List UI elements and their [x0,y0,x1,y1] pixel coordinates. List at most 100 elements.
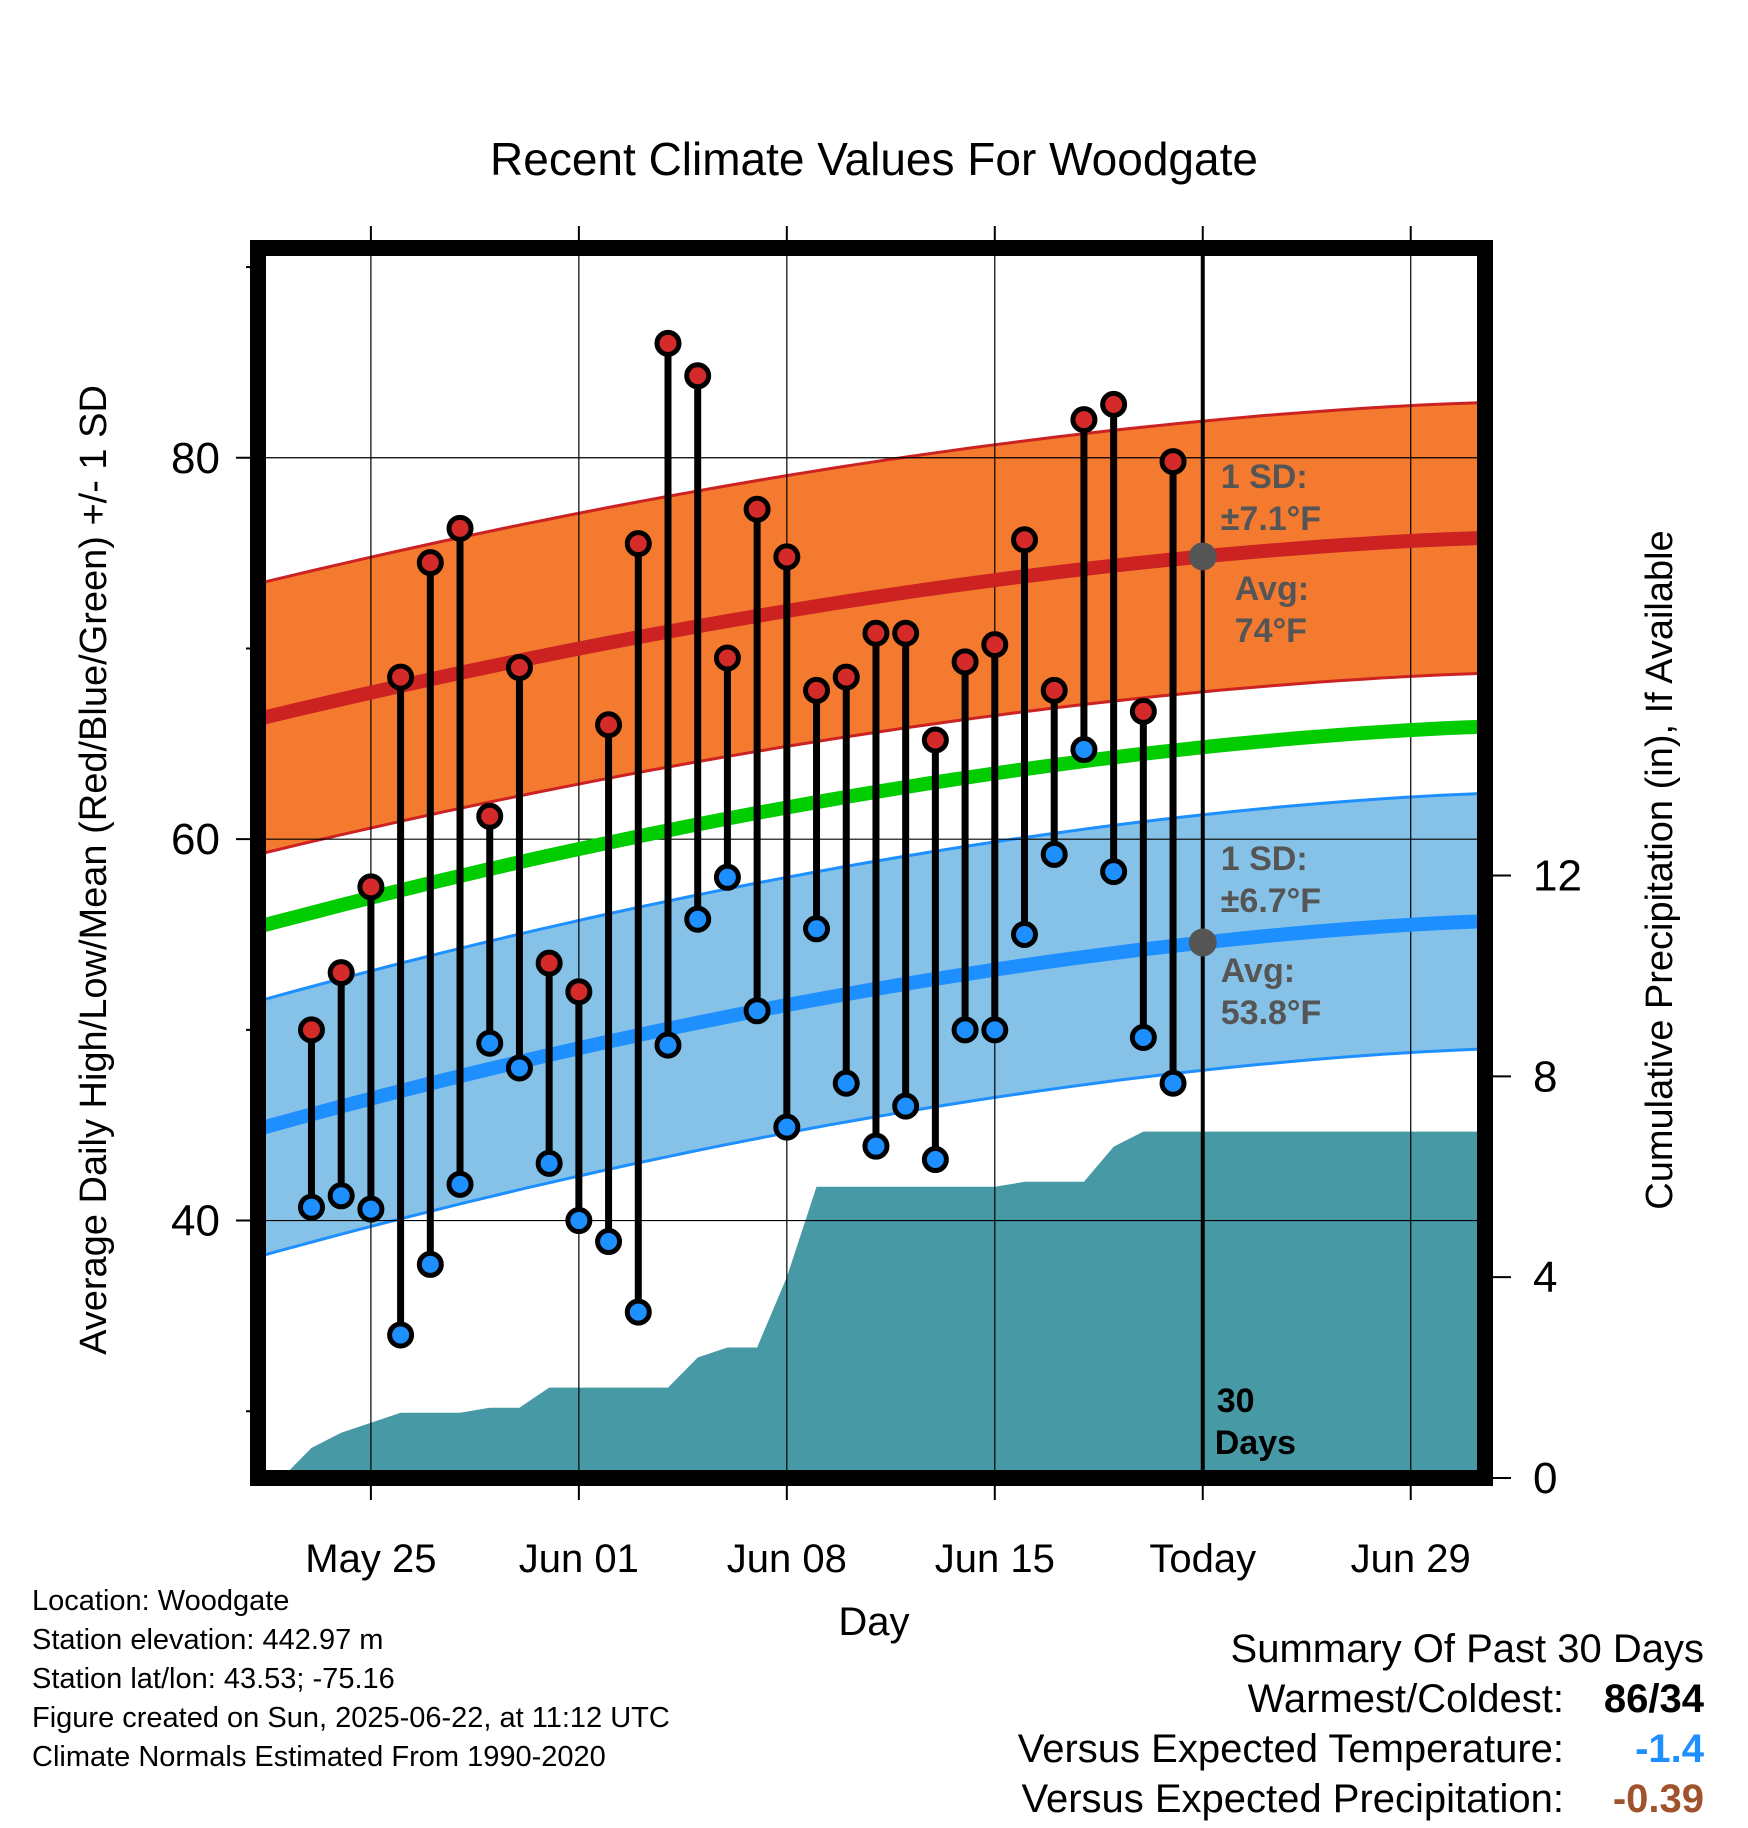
daily-high-point [654,329,682,357]
daily-low-point [921,1146,949,1174]
daily-high-point [505,654,533,682]
daily-high-point [1040,676,1068,704]
high-avg-value: 74°F [1235,612,1307,650]
daily-low-point [713,863,741,891]
x-axis-label: Day [838,1600,909,1644]
daily-high-point [416,549,444,577]
daily-high-point [862,619,890,647]
daily-low-point [357,1195,385,1223]
left-tick-label-0: 40 [171,1197,220,1246]
summary-temp-value: -1.4 [1635,1727,1704,1771]
chart-title: Recent Climate Values For Woodgate [490,133,1258,185]
daily-high-point [565,978,593,1006]
daily-high-point [297,1016,325,1044]
low-sd-label: 1 SD: [1221,840,1308,878]
plot-inner: 1 SD: ±7.1°F Avg: 74°F 1 SD: ±6.7°F Avg: 53.8°F… [258,248,1485,1478]
daily-high-point [832,663,860,691]
daily-high-point [387,663,415,691]
low-avg-value: 53.8°F [1221,994,1322,1032]
summary-temp: Versus Expected Temperature: -1.4 [1018,1727,1704,1772]
daily-high-point [951,648,979,676]
daily-high-point [921,726,949,754]
summary-warmest: 86 [1603,1677,1649,1721]
summary-separator: / [1648,1677,1660,1721]
daily-low-point [416,1250,444,1278]
daily-low-point [535,1149,563,1177]
daily-high-point [713,644,741,672]
daily-high-point [684,362,712,390]
right-tick-label-1: 4 [1533,1253,1557,1302]
daily-high-point [981,631,1009,659]
x-tick-label-0: May 25 [305,1537,436,1581]
daily-high-point [743,495,771,523]
today-high-avg-marker [1188,542,1217,571]
summary-warmest-coldest-value: 86/34 [1564,1677,1704,1722]
left-axis-label: Average Daily High/Low/Mean (Red/Blue/Gr… [73,385,115,1355]
daily-high-point [476,802,504,830]
low-sd-band [258,793,1485,1257]
daily-low-point [565,1207,593,1235]
summary-coldest: 34 [1659,1677,1705,1721]
low-sd-value: ±6.7°F [1221,882,1321,920]
daily-low-point [476,1029,504,1057]
right-tick-label-0: 0 [1533,1454,1557,1503]
x-tick-label-2: Jun 08 [727,1537,847,1581]
daily-low-point [1159,1069,1187,1097]
daily-low-point [387,1321,415,1349]
summary-temp-label: Versus Expected Temperature: [1017,1727,1564,1771]
daily-low-point [327,1182,355,1210]
x-tick-label-3: Jun 15 [935,1537,1055,1581]
daily-low-point [624,1298,652,1326]
x-tick-label-4: Today [1149,1537,1256,1581]
daily-low-point [297,1193,325,1221]
right-tick-label-2: 8 [1533,1052,1557,1101]
daily-high-point [1129,697,1157,725]
right-tick-label-3: 12 [1533,852,1582,901]
daily-low-point [1011,921,1039,949]
daily-high-point [1100,390,1128,418]
daily-high-point [803,676,831,704]
high-sd-label: 1 SD: [1221,458,1308,496]
days-count-label: 30 [1217,1382,1255,1420]
daily-low-point [832,1069,860,1097]
left-tick-label-1: 60 [171,815,220,864]
daily-low-point [1070,736,1098,764]
daily-low-point [981,1016,1009,1044]
days-word-label: Days [1215,1424,1296,1462]
daily-high-point [624,530,652,558]
right-axis-label: Cumulative Precipitation (in), If Availa… [1639,530,1681,1209]
info-normals: Climate Normals Estimated From 1990-2020 [32,1741,606,1773]
daily-low-point [1129,1023,1157,1051]
daily-high-point [327,959,355,987]
daily-high-point [892,619,920,647]
daily-high-point [595,711,623,739]
summary-precip-value: -0.39 [1612,1777,1704,1821]
today-low-avg-marker [1188,928,1217,957]
daily-low-point [803,915,831,943]
low-sd-lower-line [258,1047,1485,1259]
daily-high-point [446,514,474,542]
plot-frame [250,240,1493,1486]
summary-title: Summary Of Past 30 Days [1230,1627,1704,1671]
summary-warmest-coldest: Warmest/Coldest: 86/34 [1248,1677,1704,1722]
daily-low-point [892,1092,920,1120]
info-elevation: Station elevation: 442.97 m [32,1624,384,1656]
x-tick-label-5: Jun 29 [1351,1537,1471,1581]
daily-low-point [951,1016,979,1044]
info-latlon: Station lat/lon: 43.53; -75.16 [32,1663,395,1695]
daily-low-point [1040,840,1068,868]
daily-high-point [357,873,385,901]
daily-low-point [743,997,771,1025]
high-sd-value: ±7.1°F [1221,500,1321,538]
daily-low-point [654,1031,682,1059]
precip-area [258,1131,1485,1478]
daily-low-point [862,1132,890,1160]
daily-low-point [684,905,712,933]
summary-precip: Versus Expected Precipitation: -0.39 [1021,1777,1704,1822]
summary-warmest-coldest-label: Warmest/Coldest: [1247,1677,1564,1721]
summary-precip-label: Versus Expected Precipitation: [1021,1777,1564,1821]
high-avg-label: Avg: [1235,570,1309,608]
daily-low-point [1100,858,1128,886]
low-avg-label: Avg: [1221,952,1295,990]
